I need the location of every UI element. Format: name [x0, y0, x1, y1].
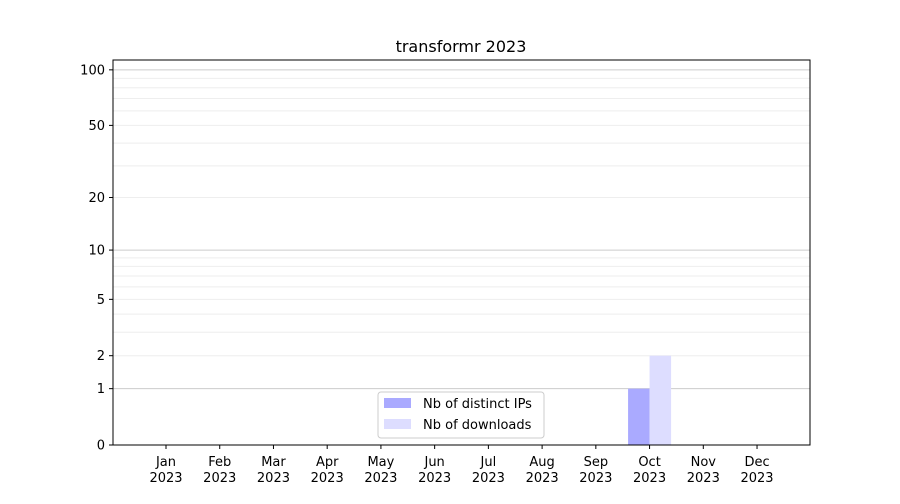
- x-tick-label: 2023: [418, 471, 451, 486]
- legend-swatch: [384, 419, 411, 429]
- y-tick-label: 10: [88, 244, 105, 259]
- y-axis: 0 1 2 5 10 20 50 100: [80, 63, 113, 454]
- legend-label: Nb of downloads: [423, 418, 532, 433]
- x-tick-label: Jul: [480, 455, 497, 470]
- x-tick-label: Jun: [423, 455, 444, 470]
- x-tick-label: 2023: [687, 471, 720, 486]
- bar-distinct-ips: [628, 388, 650, 445]
- legend-box: [377, 391, 545, 439]
- bars: [628, 355, 672, 445]
- y-tick-label: 50: [88, 119, 105, 134]
- x-tick-label: 2023: [579, 471, 612, 486]
- x-tick-label: 2023: [311, 471, 344, 486]
- legend-swatch: [384, 398, 411, 408]
- x-tick-label: Mar: [261, 455, 286, 470]
- bar-downloads: [649, 355, 672, 445]
- x-tick-label: 2023: [257, 471, 290, 486]
- x-tick-label: May: [367, 455, 394, 470]
- x-tick-label: Dec: [744, 455, 769, 470]
- x-tick-label: 2023: [740, 471, 773, 486]
- x-tick-label: Nov: [691, 455, 717, 470]
- x-axis: Jan2023Feb2023Mar2023Apr2023May2023Jun20…: [149, 445, 774, 486]
- x-tick-label: Oct: [638, 455, 660, 470]
- x-tick-label: 2023: [472, 471, 505, 486]
- y-tick-label: 5: [97, 293, 105, 308]
- legend: Nb of distinct IPs Nb of downloads: [377, 391, 545, 439]
- x-tick-label: 2023: [633, 471, 666, 486]
- legend-label: Nb of distinct IPs: [423, 397, 532, 412]
- y-tick-label: 0: [97, 439, 105, 454]
- y-tick-label: 1: [97, 382, 105, 397]
- y-tick-label: 20: [88, 191, 105, 206]
- x-tick-label: Jan: [155, 455, 176, 470]
- x-tick-label: 2023: [364, 471, 397, 486]
- plot-frame: [112, 59, 811, 446]
- x-tick-label: 2023: [203, 471, 236, 486]
- x-tick-label: Apr: [316, 455, 339, 470]
- y-tick-label: 2: [97, 349, 105, 364]
- x-tick-label: Aug: [529, 455, 554, 470]
- grid: [113, 69, 810, 390]
- x-tick-label: Sep: [584, 455, 609, 470]
- chart-title: transformr 2023: [396, 37, 527, 56]
- x-tick-label: Feb: [208, 455, 231, 470]
- y-tick-label: 100: [80, 63, 105, 78]
- x-tick-label: 2023: [149, 471, 182, 486]
- x-tick-label: 2023: [526, 471, 559, 486]
